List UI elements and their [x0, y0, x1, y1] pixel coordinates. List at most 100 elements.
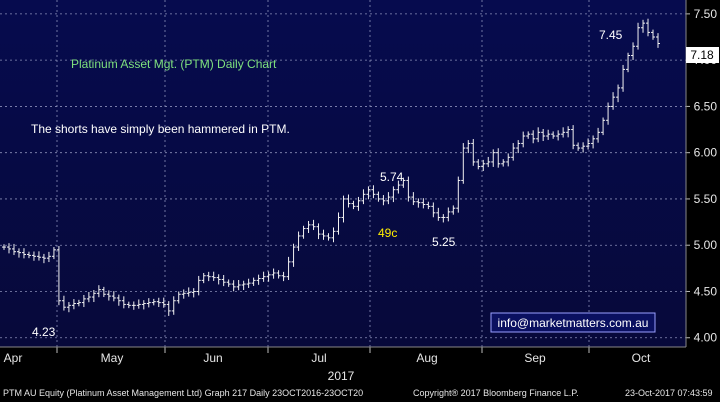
ohlc-bar	[231, 280, 236, 292]
ohlc-bar	[96, 285, 101, 298]
ohlc-bar	[466, 140, 471, 154]
ohlc-bar	[516, 140, 521, 154]
ohlc-bar	[376, 191, 381, 202]
ohlc-bar	[276, 270, 281, 279]
ohlc-bar	[266, 271, 271, 282]
ohlc-bar	[131, 301, 136, 310]
ohlc-bar	[306, 220, 311, 233]
y-tick-label: 6.50	[694, 99, 718, 113]
ohlc-bar	[321, 229, 326, 240]
ohlc-bar	[16, 248, 21, 258]
annotation-low: 4.23	[32, 325, 56, 339]
y-tick-label: 6.00	[694, 146, 718, 160]
ohlc-bars	[2, 18, 660, 316]
ohlc-bar	[6, 243, 11, 254]
ohlc-bar	[71, 299, 76, 310]
ohlc-bar	[531, 130, 536, 144]
ohlc-bar	[366, 186, 371, 200]
ohlc-bar	[101, 286, 106, 298]
ohlc-bar	[316, 223, 321, 240]
ohlc-bar	[571, 125, 576, 150]
ohlc-bar	[196, 275, 201, 296]
ohlc-bar	[331, 227, 336, 243]
ohlc-bar	[326, 233, 331, 241]
footer-timestamp: 23-Oct-2017 07:43:59	[625, 388, 713, 398]
ohlc-bar	[541, 128, 546, 142]
annotation-drop: 49c	[378, 226, 397, 240]
plot-background	[0, 0, 686, 347]
watermark-box: info@marketmatters.com.au	[490, 312, 656, 333]
ohlc-bar	[206, 271, 211, 282]
ohlc-bar	[481, 159, 486, 172]
ohlc-bar	[201, 272, 206, 284]
ohlc-bar	[221, 275, 226, 287]
ohlc-bar	[241, 280, 246, 290]
x-year-label: 2017	[328, 369, 355, 383]
ohlc-bar	[226, 279, 231, 287]
ohlc-bar	[211, 271, 216, 281]
ohlc-bar	[41, 253, 46, 264]
y-tick-label: 5.00	[694, 238, 718, 252]
ohlc-bar	[26, 251, 31, 259]
ohlc-bar	[606, 102, 611, 125]
ohlc-bar	[346, 194, 351, 208]
ohlc-bar	[291, 243, 296, 267]
ohlc-bar	[551, 131, 556, 139]
ohlc-bar	[411, 192, 416, 206]
ohlc-bar	[151, 298, 156, 306]
ohlc-bar	[386, 192, 391, 205]
ohlc-bar	[441, 214, 446, 223]
ohlc-bar	[596, 127, 601, 143]
ohlc-bar	[246, 278, 251, 288]
ohlc-bar	[286, 256, 291, 281]
ohlc-bar	[311, 219, 316, 231]
ohlc-bar	[216, 274, 221, 285]
ohlc-bar	[116, 294, 121, 306]
ohlc-bar	[126, 301, 131, 309]
ohlc-bar	[521, 131, 526, 148]
ohlc-bar	[236, 280, 241, 291]
x-tick-label: Sep	[524, 351, 546, 365]
ohlc-bar	[46, 251, 51, 263]
ohlc-bar	[401, 177, 406, 188]
x-tick-label: Apr	[4, 351, 23, 365]
ohlc-bar	[351, 200, 356, 210]
ohlc-bar	[581, 142, 586, 153]
ohlc-bar	[181, 289, 186, 299]
footer-copyright: Copyright® 2017 Bloomberg Finance L.P.	[413, 388, 579, 398]
ohlc-bar	[21, 248, 26, 259]
ohlc-bar	[336, 212, 341, 235]
ohlc-bar	[561, 127, 566, 138]
chart-subtitle: The shorts have simply been hammered in …	[31, 122, 290, 136]
footer-security: PTM AU Equity (Platinum Asset Management…	[3, 388, 364, 398]
x-tick-label: Jul	[311, 351, 326, 365]
ohlc-bar	[171, 296, 176, 315]
ohlc-bar	[301, 225, 306, 239]
ohlc-bar	[556, 130, 561, 141]
ohlc-bar	[121, 296, 126, 309]
ohlc-bar	[431, 202, 436, 218]
ohlc-bar	[446, 207, 451, 222]
y-tick-label: 5.50	[694, 192, 718, 206]
ohlc-bar	[156, 297, 161, 308]
ohlc-bar	[106, 290, 111, 301]
ohlc-bar	[31, 251, 36, 261]
ohlc-bar	[341, 195, 346, 223]
ohlc-bar	[591, 135, 596, 149]
ohlc-bar	[486, 156, 491, 168]
ohlc-bar	[501, 159, 506, 167]
ohlc-bar	[621, 64, 626, 92]
ohlc-bar	[191, 288, 196, 298]
axis-panel-bottom	[0, 347, 720, 384]
ohlc-bar	[381, 195, 386, 206]
grid	[0, 0, 686, 347]
ohlc-bar	[496, 148, 501, 168]
last-price-tag: 7.18	[686, 47, 719, 63]
y-tick-label: 7.50	[694, 7, 718, 21]
x-tick-label: May	[101, 351, 124, 365]
ohlc-bar	[261, 271, 266, 282]
ohlc-bar	[66, 302, 71, 313]
ohlc-bar	[91, 289, 96, 303]
ohlc-bar	[656, 33, 660, 48]
